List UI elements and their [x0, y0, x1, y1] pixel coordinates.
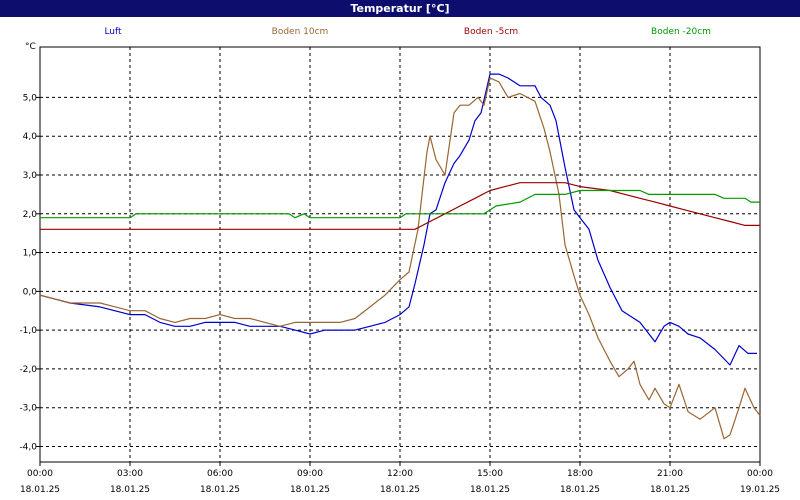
x-tick-date: 18.01.25 — [380, 485, 420, 495]
x-tick-time: 03:00 — [117, 469, 143, 479]
x-tick-time: 18:00 — [567, 469, 593, 479]
x-tick-time: 12:00 — [387, 469, 413, 479]
y-tick-label: 2,0 — [23, 210, 38, 220]
legend-entry-luft: Luft — [104, 27, 122, 37]
chart-title: Temperatur [°C] — [0, 0, 800, 17]
legend-entry-boden-10cm: Boden 10cm — [272, 27, 329, 37]
plot-frame — [39, 46, 761, 463]
legend-entry-boden-20cm: Boden -20cm — [651, 27, 711, 37]
y-tick-label: -1,0 — [19, 326, 37, 336]
series-line-luft — [39, 73, 757, 366]
series-line-boden-10cm — [39, 77, 761, 440]
x-tick-time: 06:00 — [207, 469, 233, 479]
x-tick-date: 18.01.25 — [290, 485, 330, 495]
x-tick-date: 18.01.25 — [200, 485, 240, 495]
legend-entry-boden-5cm: Boden -5cm — [464, 27, 518, 37]
y-axis-unit: °C — [25, 42, 36, 52]
x-tick-date: 18.01.25 — [650, 485, 690, 495]
y-tick-label: 4,0 — [23, 132, 38, 142]
y-tick-label: 5,0 — [23, 93, 38, 103]
x-tick-date: 18.01.25 — [110, 485, 150, 495]
grid — [40, 47, 760, 462]
x-tick-time: 15:00 — [477, 469, 503, 479]
y-tick-label: 1,0 — [23, 249, 38, 259]
y-tick-label: -2,0 — [19, 365, 37, 375]
y-tick-label: -4,0 — [19, 442, 37, 452]
x-tick-date: 18.01.25 — [560, 485, 600, 495]
x-tick-time: 00:00 — [747, 469, 773, 479]
series-lines — [39, 73, 761, 440]
x-tick-date: 18.01.25 — [470, 485, 510, 495]
x-tick-labels: 00:00 18.01.25 03:00 18.01.25 06:00 18.01.25 0… — [20, 469, 780, 495]
temperature-chart: °C 5,0 4,0 3,0 2,0 1,0 0,0 -1,0 -2,0 -3,0 -4,0 00… — [19, 27, 780, 495]
y-tick-labels: 5,0 4,0 3,0 2,0 1,0 0,0 -1,0 -2,0 -3,0 -4,0 — [19, 93, 37, 452]
x-tick-time: 09:00 — [297, 469, 323, 479]
x-tick-time: 21:00 — [657, 469, 683, 479]
x-tick-date: 18.01.25 — [20, 485, 60, 495]
series-line-boden-5cm — [40, 182, 760, 230]
legend: Luft Boden 10cm Boden -5cm Boden -20cm — [104, 27, 711, 37]
y-tick-label: 0,0 — [23, 287, 38, 297]
x-tick-date: 19.01.25 — [740, 485, 780, 495]
axes — [36, 46, 761, 466]
y-tick-label: 3,0 — [23, 171, 38, 181]
series-line-boden-20cm — [40, 189, 760, 219]
x-tick-time: 00:00 — [27, 469, 53, 479]
y-tick-label: -3,0 — [19, 404, 37, 414]
